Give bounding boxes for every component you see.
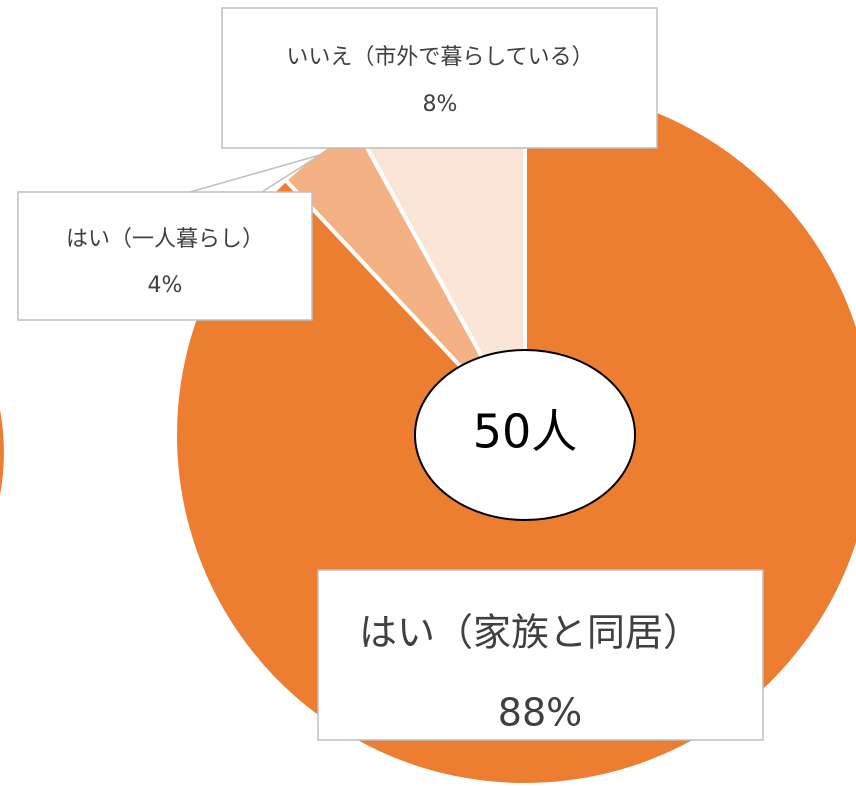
slice-value-label: 8% [423, 92, 458, 117]
label-box [317, 569, 764, 741]
label-box [221, 7, 658, 149]
slice-category-label: はい（一人暮らし） [66, 227, 264, 252]
slice-category-label: はい（家族と同居） [359, 611, 701, 655]
cropped-neighbor-chart [0, 410, 4, 495]
center-circle [414, 349, 636, 521]
center-label: 50人 [473, 405, 578, 459]
callout-pointer [189, 154, 321, 193]
slice-value-label: 4% [148, 273, 183, 298]
label-box [17, 191, 313, 321]
slice-value-label: 88% [498, 691, 582, 735]
slice-category-label: いいえ（市外で暮らしている） [286, 45, 593, 70]
